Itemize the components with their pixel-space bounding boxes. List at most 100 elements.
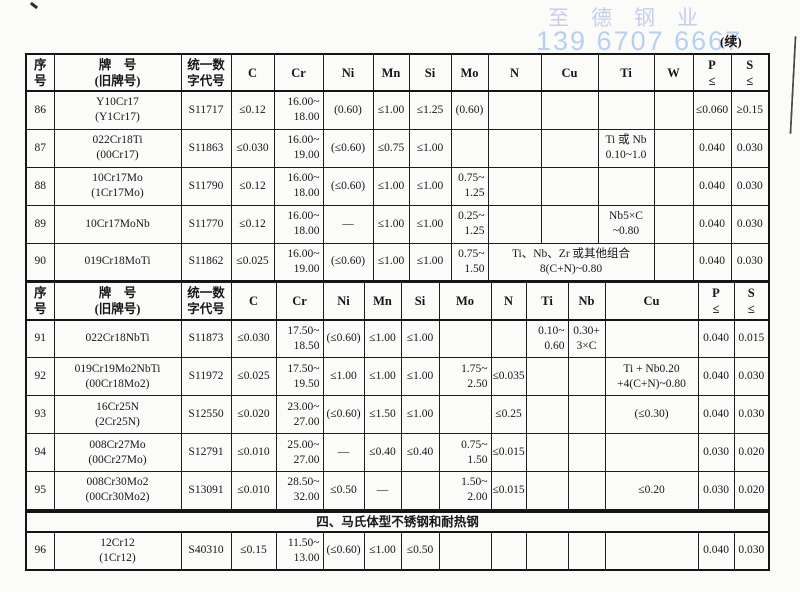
- cell-c: ≤0.025: [230, 242, 275, 282]
- cell-si: ≤1.00: [400, 357, 440, 396]
- cell-seq: 91: [25, 319, 55, 358]
- cell-si: [400, 471, 440, 510]
- cell-grade: 019Cr18MoTi: [53, 242, 182, 282]
- table-row: 87 022Cr18Ti (00Cr17) S11863 ≤0.030 16.00~ 1…: [25, 128, 770, 168]
- cell-p: 0.040: [692, 166, 732, 206]
- cell-nb: [567, 471, 606, 510]
- cell-mo: [450, 128, 489, 168]
- cell-cr: 16.00~ 18.00: [273, 204, 324, 244]
- col-header-n: N: [487, 53, 542, 92]
- cell-cr: 11.50~ 13.00: [275, 531, 324, 570]
- cell-mo: 0.75~ 1.50: [438, 433, 492, 472]
- cell-c: ≤0.010: [230, 433, 277, 472]
- cell-mn: ≤1.00: [372, 166, 410, 206]
- col-header-c: C: [230, 282, 277, 321]
- col-header-s: S ≤: [730, 53, 770, 92]
- cell-code: S11972: [180, 357, 232, 396]
- table-row: 94 008Cr27Mo (00Cr27Mo) S12791 ≤0.010 25.00~…: [25, 433, 770, 472]
- cell-cu: [540, 90, 599, 130]
- cell-mo: 1.50~ 2.00: [438, 471, 492, 510]
- cell-c: ≤0.025: [230, 357, 277, 396]
- cell-seq: 88: [25, 166, 55, 206]
- cell-s: 0.020: [733, 433, 770, 472]
- col-header-cu: Cu: [540, 53, 599, 92]
- cell-ti: [525, 471, 569, 510]
- cell-p: 0.040: [692, 204, 732, 244]
- continued-label: (续): [720, 34, 742, 49]
- table-row: 89 10Cr17MoNb S11770 ≤0.12 16.00~ 18.00— ≤1.0…: [25, 204, 770, 244]
- cell-p: 0.040: [697, 319, 735, 358]
- cell-mn: —: [363, 471, 402, 510]
- cell-cu: [540, 166, 599, 206]
- cell-cu: [604, 433, 699, 472]
- cell-seq: 94: [25, 433, 55, 472]
- cell-ti: 0.10~ 0.60: [525, 319, 569, 358]
- col-header-cu: Cu: [604, 282, 699, 321]
- cell-code: S12791: [180, 433, 232, 472]
- cell-mo: [438, 319, 492, 358]
- cell-n: [487, 90, 542, 130]
- cell-ni: (≤0.60): [322, 128, 374, 168]
- cell-ti: [525, 433, 569, 472]
- cell-code: S13091: [180, 471, 232, 510]
- cell-ni: (≤0.60): [322, 166, 374, 206]
- cell-si: ≤1.00: [408, 166, 452, 206]
- cell-p: 0.040: [692, 128, 732, 168]
- header-row: 序号 牌 号 (旧牌号) 统一数 字代号 C Cr Ni Mn Si Mo N …: [25, 53, 770, 92]
- cell-ti: Ti 或 Nb 0.10~1.0: [597, 128, 655, 168]
- cell-ti: [525, 531, 569, 570]
- cell-mo: (0.60): [450, 90, 489, 130]
- table-row: 96 12Cr12 (1Cr12) S40310 ≤0.15 11.50~ 13.00(…: [25, 531, 770, 570]
- cell-code: S40310: [180, 531, 232, 570]
- cell-mn: ≤1.00: [363, 531, 402, 570]
- cell-c: ≤0.020: [230, 395, 277, 434]
- cell-si: ≤1.25: [408, 90, 452, 130]
- cell-ni: (0.60): [322, 90, 374, 130]
- cell-n: ≤0.015: [490, 433, 527, 472]
- cell-ni: (≤0.60): [322, 395, 365, 434]
- cell-si: ≤0.50: [400, 531, 440, 570]
- cell-mn: ≤1.00: [363, 357, 402, 396]
- section-title: 四、马氏体型不锈钢和耐热钢: [25, 510, 770, 533]
- table-row: 88 10Cr17Mo (1Cr17Mo) S11790 ≤0.12 16.00~ 18…: [25, 166, 770, 206]
- cell-s: 0.020: [733, 471, 770, 510]
- cell-seq: 90: [25, 242, 55, 282]
- cell-grade: 008Cr27Mo (00Cr27Mo): [53, 433, 182, 472]
- col-header-seq: 序号: [25, 53, 55, 92]
- col-header-cr: Cr: [275, 282, 324, 321]
- cell-c: ≤0.15: [230, 531, 277, 570]
- cell-cr: 17.50~ 18.50: [275, 319, 324, 358]
- col-header-w: W: [653, 53, 694, 92]
- cell-code: S11863: [180, 128, 232, 168]
- cell-grade: 10Cr17Mo (1Cr17Mo): [53, 166, 182, 206]
- col-header-ti: Ti: [597, 53, 655, 92]
- cell-cr: 23.00~ 27.00: [275, 395, 324, 434]
- cell-si: ≤0.40: [400, 433, 440, 472]
- cell-ti: [597, 166, 655, 206]
- cell-c: ≤0.030: [230, 319, 277, 358]
- col-header-ni: Ni: [322, 53, 374, 92]
- cell-n: ≤0.015: [490, 471, 527, 510]
- cell-c: ≤0.12: [230, 166, 275, 206]
- cell-cu: ≤0.20: [604, 471, 699, 510]
- cell-si: ≤1.00: [400, 319, 440, 358]
- cell-mo: 0.75~ 1.25: [450, 166, 489, 206]
- cell-p: 0.040: [697, 531, 735, 570]
- cell-seq: 96: [25, 531, 55, 570]
- cell-n: ≤0.035: [490, 357, 527, 396]
- cell-mn: ≤1.00: [363, 319, 402, 358]
- cell-n: [490, 531, 527, 570]
- cell-ni: ≤0.50: [322, 471, 365, 510]
- cell-mo: 0.25~ 1.25: [450, 204, 489, 244]
- watermark-company: 至德钢业: [548, 7, 720, 30]
- cell-seq: 92: [25, 357, 55, 396]
- cell-mo: [438, 395, 492, 434]
- composition-table: 序号 牌 号 (旧牌号) 统一数 字代号 C Cr Ni Mn Si Mo N …: [25, 53, 771, 571]
- col-header-n: N: [490, 282, 527, 321]
- cell-seq: 93: [25, 395, 55, 434]
- cell-s: 0.030: [730, 242, 770, 282]
- cell-mn: ≤1.00: [372, 90, 410, 130]
- table-row: 86 Y10Cr17 (Y1Cr17) S11717 ≤0.12 16.00~ 18.0…: [25, 90, 770, 130]
- cell-si: ≤1.00: [408, 242, 452, 282]
- cell-c: ≤0.030: [230, 128, 275, 168]
